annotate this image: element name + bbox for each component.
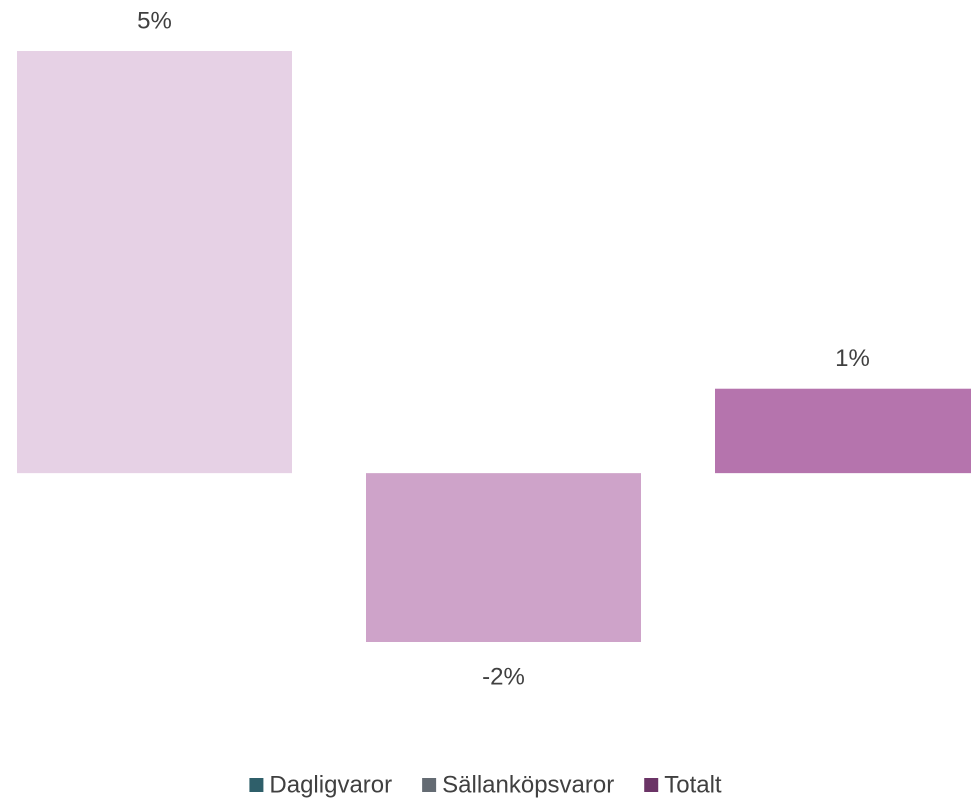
- data-label: 1%: [835, 345, 870, 372]
- bar: [17, 51, 292, 474]
- data-label: -2%: [482, 663, 525, 690]
- bar: [715, 388, 971, 474]
- legend-label: Sällanköpsvaror: [442, 771, 614, 798]
- legend-label: Totalt: [664, 771, 722, 798]
- legend-swatch: [422, 778, 437, 792]
- legend-label: Dagligvaror: [269, 771, 392, 798]
- bar: [366, 473, 641, 642]
- legend-swatch: [249, 778, 264, 792]
- data-label: 5%: [137, 7, 172, 34]
- legend-swatch: [644, 778, 659, 792]
